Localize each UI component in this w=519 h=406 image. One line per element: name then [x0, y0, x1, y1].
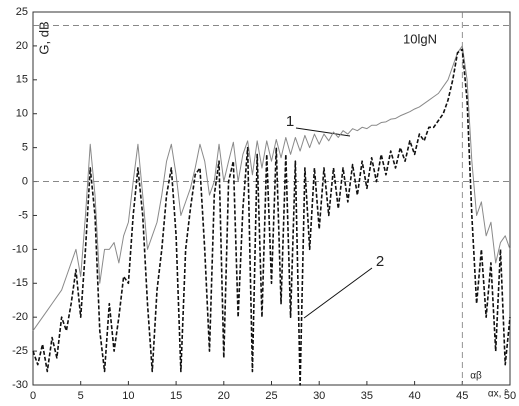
- y-axis-label: G, dB: [36, 21, 51, 54]
- y-tick-label: -15: [12, 277, 28, 289]
- y-tick-label: -10: [12, 243, 28, 255]
- x-tick-label: 25: [265, 390, 277, 402]
- y-tick-label: 10: [16, 108, 28, 120]
- y-tick-label: 5: [22, 142, 28, 154]
- level-annotation: 10lgN: [403, 31, 437, 46]
- curve-pointer: [295, 127, 351, 137]
- marker-label: αβ: [470, 371, 482, 382]
- x-tick-label: 40: [408, 390, 420, 402]
- x-tick-label: 15: [170, 390, 182, 402]
- y-tick-label: 15: [16, 74, 28, 86]
- x-tick-label: 5: [78, 390, 84, 402]
- curve-pointer: [303, 267, 373, 319]
- x-tick-label: 50: [504, 390, 516, 402]
- y-tick-label: 20: [16, 40, 28, 52]
- x-tick-label: 10: [122, 390, 134, 402]
- y-tick-label: 0: [22, 175, 28, 187]
- x-tick-label: 35: [361, 390, 373, 402]
- plot-frame: [32, 11, 511, 386]
- curve-label: 1: [286, 113, 294, 130]
- y-tick-label: -30: [12, 379, 28, 391]
- y-tick-label: -5: [18, 209, 28, 221]
- x-axis-label: αx, °: [488, 389, 508, 400]
- x-tick-label: 45: [456, 390, 468, 402]
- x-tick-label: 20: [218, 390, 230, 402]
- x-tick-label: 0: [30, 390, 36, 402]
- x-tick-label: 30: [313, 390, 325, 402]
- y-tick-label: 25: [16, 6, 28, 18]
- series-line: [32, 48, 511, 386]
- y-tick-label: -20: [12, 311, 28, 323]
- series-line: [32, 45, 511, 332]
- curve-label: 2: [376, 253, 384, 270]
- y-tick-label: -25: [12, 345, 28, 357]
